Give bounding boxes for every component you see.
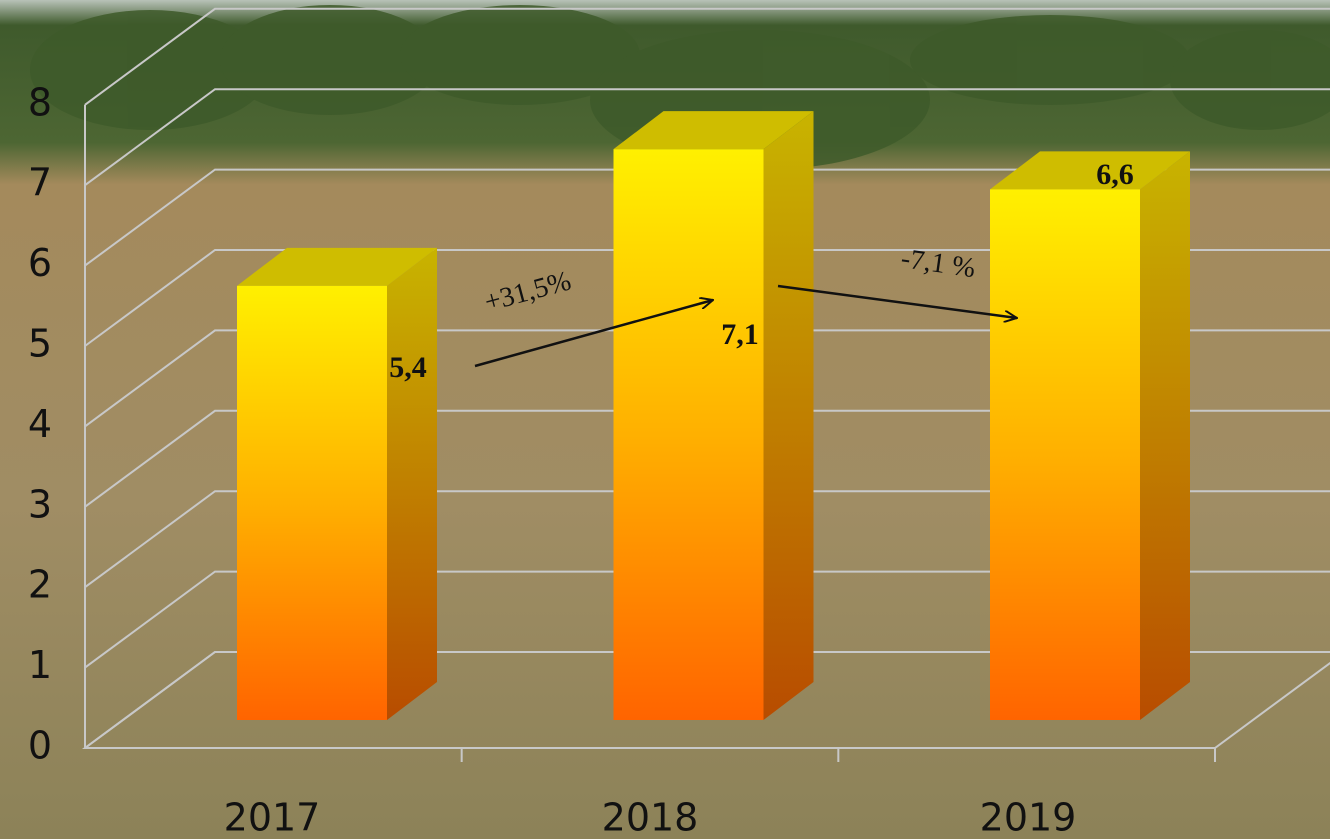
y-tick-label: 5 [28, 322, 52, 366]
y-tick-label: 3 [28, 482, 52, 526]
bar [237, 286, 387, 720]
x-tick-label: 2019 [980, 796, 1077, 839]
y-tick-label: 0 [28, 724, 52, 768]
x-tick-label: 2017 [224, 796, 321, 839]
y-tick-label: 7 [28, 161, 52, 205]
value-label: 6,6 [1096, 158, 1134, 191]
y-tick-label: 1 [28, 643, 52, 687]
bar [990, 189, 1140, 720]
x-tick-label: 2018 [602, 796, 699, 839]
value-label: 7,1 [721, 318, 759, 351]
y-tick-label: 8 [28, 80, 52, 124]
y-tick-label: 4 [28, 402, 52, 446]
chart: +31,5% -7,1 % 01234567820175,420187,1201… [0, 0, 1330, 839]
bar-side [1140, 151, 1190, 720]
y-tick-label: 2 [28, 563, 52, 607]
value-label: 5,4 [389, 351, 427, 384]
bar [614, 149, 764, 720]
bar-side [764, 111, 814, 720]
bar-side [387, 248, 437, 720]
y-tick-label: 6 [28, 241, 52, 285]
